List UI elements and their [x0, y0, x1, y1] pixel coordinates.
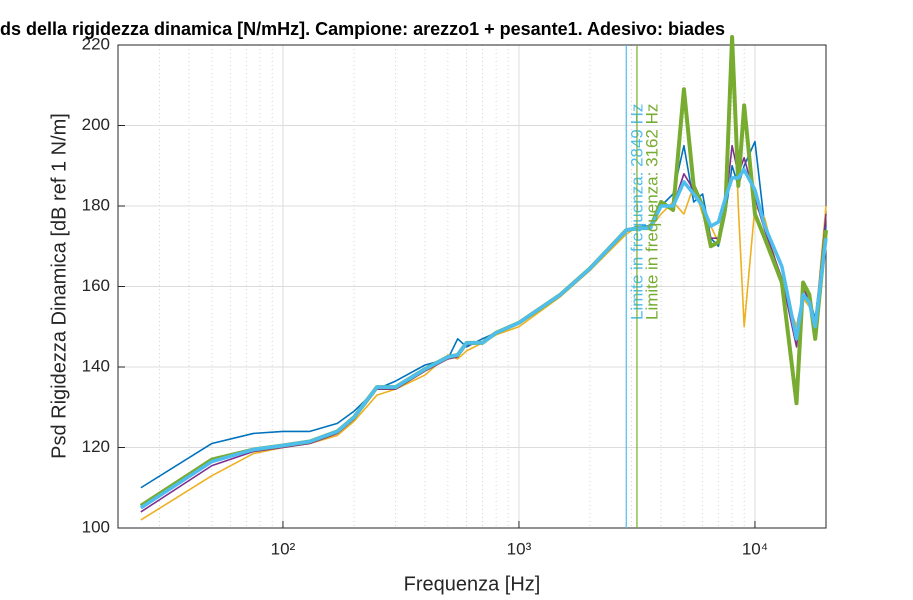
series-line [139, 168, 828, 510]
y-tick-label: 120 [82, 437, 110, 456]
plot-frame [117, 44, 827, 529]
chart-title: ds della rigidezza dinamica [N/mHz]. Cam… [0, 19, 725, 39]
frequency-limit-label: Limite in frequenza: 3162 Hz [642, 104, 661, 320]
y-tick-label: 220 [82, 34, 110, 53]
x-tick-label: 10² [271, 539, 296, 558]
x-axis-label: Frequenza [Hz] [404, 573, 541, 595]
y-axis-label: Psd Rigidezza Dinamica [dB ref 1 N/m] [48, 113, 70, 459]
y-tick-label: 140 [82, 356, 110, 375]
y-tick-label: 200 [82, 115, 110, 134]
y-tick-label: 160 [82, 276, 110, 295]
y-tick-label: 180 [82, 195, 110, 214]
x-tick-label: 10⁴ [742, 539, 768, 558]
y-tick-label: 100 [82, 517, 110, 536]
x-tick-label: 10³ [507, 539, 532, 558]
